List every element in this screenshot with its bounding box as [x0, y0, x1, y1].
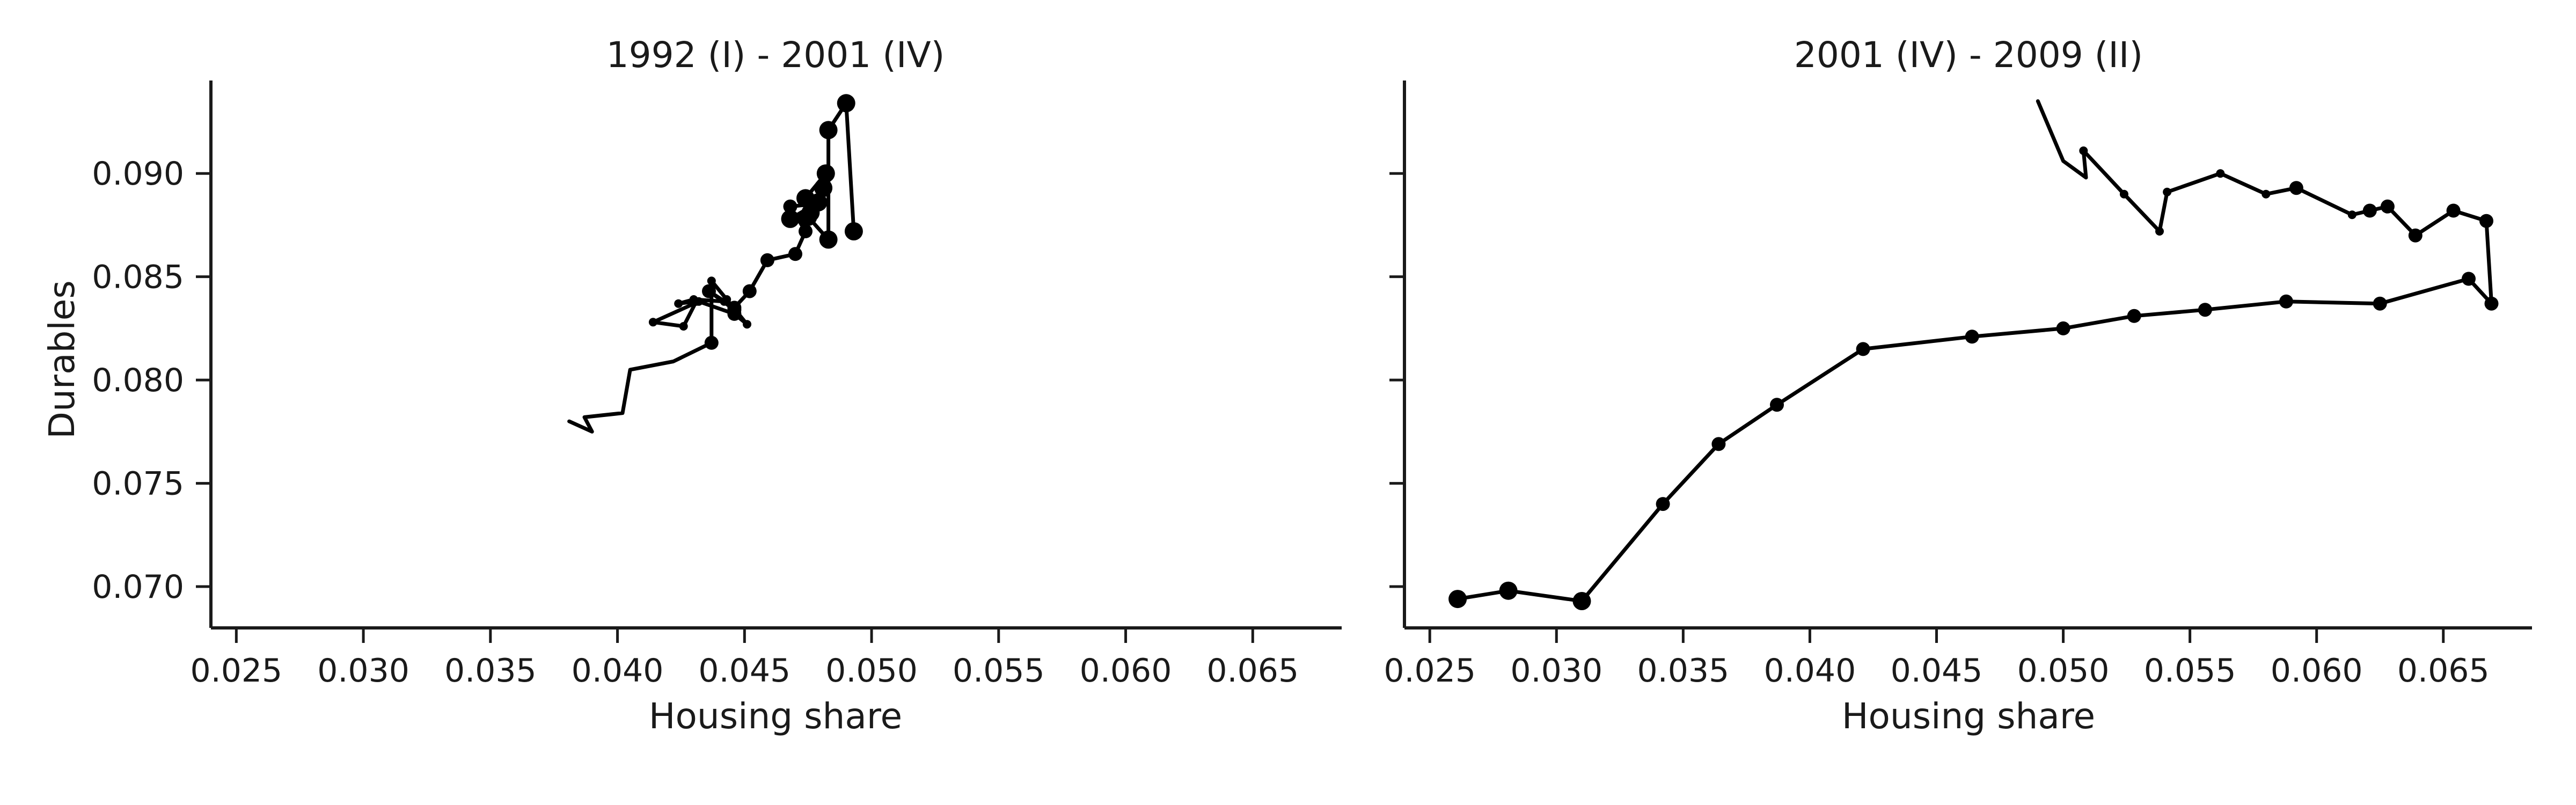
- right-panel-x-tick-label: 0.025: [1384, 652, 1476, 690]
- left-panel-data-point: [844, 222, 863, 240]
- left-panel-data-point: [783, 199, 797, 214]
- right-panel-data-point: [1656, 497, 1670, 511]
- left-panel-data-point: [816, 164, 835, 183]
- right-panel-data-point: [2462, 272, 2476, 286]
- right-panel-title: 2001 (IV) - 2009 (II): [1794, 34, 2143, 76]
- right-panel-data-point: [2446, 203, 2461, 218]
- right-panel-data-point: [2373, 296, 2387, 311]
- right-panel-data-point: [2362, 203, 2377, 218]
- left-panel-data-point: [743, 320, 751, 329]
- left-panel-plot: 0.025 0.030 0.035 0.040 0.045 0.050 0.055 0.060…: [92, 80, 1342, 690]
- left-panel-x-axis-label: Housing share: [649, 696, 902, 737]
- left-panel-y-tick-label: 0.075: [92, 465, 184, 503]
- left-panel-data-point: [814, 179, 833, 197]
- right-panel-data-point: [2056, 321, 2070, 335]
- right-panel-data-point: [2216, 169, 2225, 178]
- left-panel-data-point: [679, 322, 688, 331]
- right-panel-x-tick-label: 0.060: [2271, 652, 2363, 690]
- left-panel-data-point: [799, 208, 817, 226]
- left-panel-data-point: [648, 318, 657, 327]
- left-panel-data-point: [819, 230, 838, 249]
- left-panel-title: 1992 (I) - 2001 (IV): [606, 34, 945, 76]
- left-panel-data-point: [760, 253, 774, 267]
- right-panel-data-point: [2479, 214, 2493, 228]
- left-panel-data-point: [742, 284, 757, 298]
- left-panel-x-tick-label: 0.045: [698, 652, 791, 690]
- right-panel-data-point: [1499, 581, 1518, 600]
- left-panel-data-point: [727, 301, 742, 315]
- left-panel-series-line: [567, 101, 856, 434]
- left-panel-data-point: [707, 276, 716, 286]
- left-panel-data-point: [796, 189, 815, 208]
- left-panel-x-tick-label: 0.030: [317, 652, 409, 690]
- left-panel-y-tick-label: 0.085: [92, 259, 184, 296]
- right-panel-x-tick-label: 0.030: [1510, 652, 1602, 690]
- right-panel-data-point: [2127, 309, 2141, 323]
- right-panel-x-tick-label: 0.065: [2397, 652, 2490, 690]
- right-panel-data-point: [1448, 590, 1467, 609]
- left-panel-data-point: [788, 247, 802, 261]
- right-panel-x-tick-label: 0.055: [2144, 652, 2236, 690]
- left-panel-data-point: [702, 284, 716, 298]
- right-panel-data-point: [1856, 342, 1870, 356]
- left-panel-data-point: [674, 299, 683, 308]
- left-panel-data-point: [720, 297, 729, 306]
- right-panel-data-point: [2484, 296, 2499, 311]
- right-panel-data-point: [2347, 210, 2357, 219]
- right-panel-data-point: [2119, 189, 2128, 199]
- right-panel-x-axis-label: Housing share: [1842, 696, 2095, 737]
- left-panel-x-tick-label: 0.060: [1080, 652, 1172, 690]
- right-panel-data-point: [1770, 398, 1784, 412]
- left-panel-y-tick-label: 0.070: [92, 568, 184, 606]
- left-panel-x-tick-label: 0.050: [825, 652, 918, 690]
- right-panel-data-point: [2289, 181, 2303, 195]
- right-panel-x-tick-label: 0.050: [2017, 652, 2110, 690]
- right-panel-data-point: [2079, 146, 2088, 155]
- left-panel-y-tick-label: 0.090: [92, 155, 184, 193]
- right-panel-x-tick-label: 0.040: [1764, 652, 1856, 690]
- left-panel-y-tick-label: 0.080: [92, 362, 184, 399]
- right-panel-data-point: [1572, 592, 1591, 610]
- right-panel-data-point: [1965, 330, 1979, 344]
- right-panel-data-point: [1711, 437, 1726, 451]
- right-panel-x-tick-label: 0.045: [1891, 652, 1983, 690]
- left-panel-data-point: [704, 335, 719, 350]
- left-panel: 1992 (I) - 2001 (IV) 0.025 0.030 0.035 0.04…: [41, 34, 1342, 737]
- left-panel-x-tick-label: 0.025: [190, 652, 282, 690]
- right-panel-data-point: [2380, 199, 2395, 214]
- left-panel-x-tick-label: 0.035: [444, 652, 537, 690]
- left-panel-data-point: [819, 121, 838, 140]
- right-panel-data-point: [2198, 303, 2212, 317]
- right-panel-plot: 0.025 0.030 0.035 0.040 0.045 0.050 0.055 0.060…: [1384, 80, 2532, 690]
- right-panel-series-line: [1455, 99, 2493, 603]
- left-panel-x-tick-label: 0.055: [953, 652, 1045, 690]
- left-panel-x-tick-label: 0.065: [1206, 652, 1299, 690]
- left-panel-data-point: [781, 209, 800, 228]
- right-panel-data-point: [2155, 227, 2164, 236]
- right-panel-data-point: [2279, 294, 2293, 309]
- left-panel-y-axis-label: Durables: [41, 280, 83, 438]
- right-panel-data-point: [2163, 187, 2172, 196]
- left-panel-x-tick-label: 0.040: [572, 652, 664, 690]
- right-panel-data-point: [2262, 189, 2271, 199]
- right-panel-x-tick-label: 0.035: [1637, 652, 1729, 690]
- left-panel-data-point: [689, 295, 698, 304]
- left-panel-data-point: [837, 94, 855, 113]
- right-panel: 2001 (IV) - 2009 (II) 0.025 0.030 0.035 0.0…: [1384, 34, 2532, 737]
- left-panel-data-point: [799, 224, 813, 238]
- right-panel-data-point: [2408, 228, 2423, 243]
